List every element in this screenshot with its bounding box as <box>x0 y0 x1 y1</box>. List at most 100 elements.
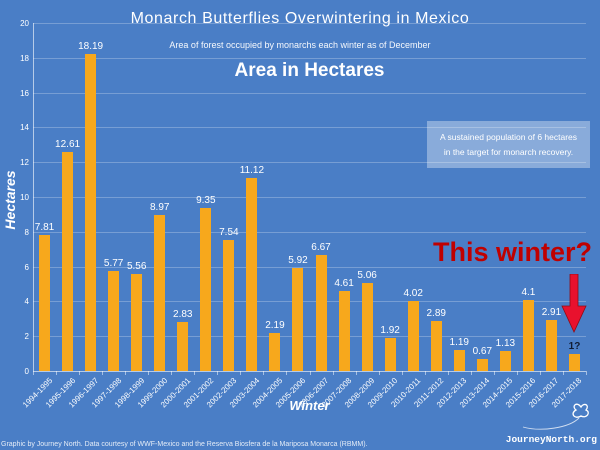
gridline <box>33 162 586 164</box>
y-tick-label: 16 <box>20 88 29 98</box>
x-tick-mark <box>516 371 518 375</box>
x-tick-mark <box>355 371 357 375</box>
brand-text: JourneyNorth.org <box>505 434 597 445</box>
bar-value-label: 11.12 <box>239 164 265 176</box>
bar-value-label: 2.83 <box>173 308 193 320</box>
bar-1998-1999 <box>131 274 143 371</box>
bar-2015-2016 <box>522 299 534 371</box>
chart-subtitle: Area of forest occupied by monarchs each… <box>169 40 431 50</box>
x-tick-mark <box>148 371 150 375</box>
x-tick-mark <box>309 371 311 375</box>
y-tick-label: 8 <box>24 227 29 237</box>
y-axis-title: Hectares <box>2 170 18 230</box>
y-tick-label: 6 <box>24 262 29 272</box>
y-tick-label: 10 <box>20 193 29 202</box>
chart-inner-title: Area in Hectares <box>234 60 385 81</box>
y-tick-label: 20 <box>20 19 29 28</box>
gridline <box>33 127 586 129</box>
bar-2000-2001 <box>177 321 189 371</box>
bar-value-label: 12.61 <box>55 138 81 150</box>
bar-1997-1998 <box>108 270 120 371</box>
x-tick-mark <box>125 371 127 375</box>
x-tick-mark <box>263 371 265 375</box>
bar-2004-2005 <box>269 332 281 371</box>
x-tick-mark <box>286 371 288 375</box>
bar-2010-2011 <box>407 301 419 371</box>
x-tick-mark <box>194 371 196 375</box>
bar-value-label: 1.13 <box>495 338 516 350</box>
bar-value-label: 4.1 <box>521 286 536 298</box>
bar-value-label: 5.06 <box>357 269 377 281</box>
x-tick-mark <box>102 371 104 375</box>
y-tick-label: 0 <box>24 367 29 376</box>
bar-value-label: 1.19 <box>449 337 469 349</box>
x-tick-mark <box>562 371 564 375</box>
callout-line-1: A sustained population of 6 hectares <box>439 132 578 143</box>
gridline <box>33 301 586 303</box>
chart-title: Monarch Butterflies Overwintering in Mex… <box>130 10 470 27</box>
bar-value-label: 2.89 <box>426 307 446 319</box>
bar-2011-2012 <box>430 320 442 371</box>
y-axis-line <box>33 23 34 371</box>
butterfly-icon <box>522 403 589 430</box>
bar-value-label: 1.92 <box>380 324 400 336</box>
bar-value-label: 5.92 <box>288 254 308 266</box>
x-tick-mark <box>493 371 495 375</box>
bar-value-label: 7.81 <box>34 222 55 234</box>
y-tick-label: 14 <box>20 123 29 133</box>
gridline <box>33 266 586 268</box>
x-tick-mark <box>539 371 541 375</box>
bar-1994-1995 <box>39 235 51 371</box>
down-arrow-icon <box>561 274 587 333</box>
x-tick-mark <box>586 371 587 375</box>
x-tick-mark <box>171 371 173 375</box>
bar-value-label: 7.54 <box>219 226 239 238</box>
this-winter-annotation: This winter? <box>433 237 593 267</box>
bar-value-label: 8.97 <box>149 201 170 213</box>
gridline <box>33 57 586 59</box>
x-tick-mark <box>424 371 426 375</box>
bar-2013-2014 <box>476 359 488 371</box>
bar-value-label: 6.67 <box>311 241 331 253</box>
bar-value-label: 4.61 <box>334 277 354 289</box>
credit-text: Graphic by Journey North. Data courtesy … <box>1 441 368 448</box>
bar-2006-2007 <box>315 254 327 371</box>
brand: JourneyNorth.org <box>497 402 597 446</box>
plot-area: 0 2 4 6 8 10 12 14 16 18 20 7.81 1994-1995 12.61 1995-… <box>20 19 587 409</box>
bar-value-label: 2.19 <box>265 319 285 331</box>
x-axis-title: Winter <box>289 398 330 413</box>
bar-1999-2000 <box>154 214 166 371</box>
bar-value-label: 0.67 <box>472 346 493 358</box>
gridline <box>33 23 586 24</box>
x-tick-mark <box>33 371 34 375</box>
x-tick-mark <box>240 371 242 375</box>
bar-2016-2017 <box>545 320 557 371</box>
gridline <box>33 92 586 94</box>
x-tick-mark <box>401 371 403 375</box>
y-tick-label: 2 <box>24 332 29 342</box>
x-tick-mark <box>332 371 334 375</box>
bar-2002-2003 <box>223 239 235 371</box>
recovery-target-callout: A sustained population of 6 hectares in … <box>427 121 590 168</box>
bar-2012-2013 <box>453 350 465 371</box>
bar-value-label: 5.77 <box>103 257 124 269</box>
x-tick-mark <box>79 371 81 375</box>
bar-2009-2010 <box>384 337 396 371</box>
gridline <box>33 197 586 198</box>
bar-value-label: 18.19 <box>78 41 104 53</box>
bar-2017-2018 <box>568 353 580 371</box>
x-tick-mark <box>447 371 449 375</box>
bar-2003-2004 <box>246 177 258 371</box>
bar-value-label: 9.35 <box>196 195 216 207</box>
callout-line-2: in the target for monarch recovery. <box>443 146 574 157</box>
x-tick-mark <box>470 371 472 375</box>
bar-2014-2015 <box>499 351 511 371</box>
y-tick-label: 18 <box>20 53 29 63</box>
bar-value-label: 5.56 <box>126 261 147 273</box>
y-tick-label: 4 <box>24 297 29 307</box>
bar-1996-1997 <box>85 54 97 371</box>
gridline <box>33 231 586 233</box>
x-tick-mark <box>378 371 380 375</box>
bar-1995-1996 <box>62 151 74 371</box>
